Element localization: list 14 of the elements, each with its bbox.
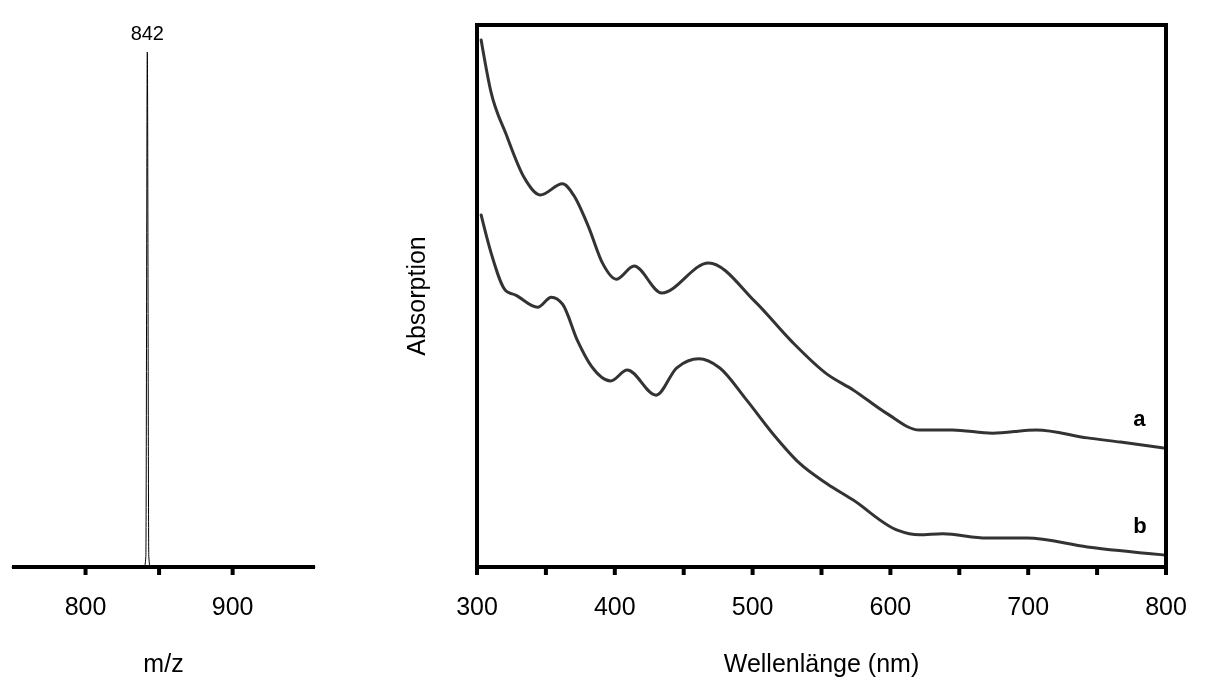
x-axis-title: m/z [143,649,184,677]
x-tick-label: 500 [731,592,774,620]
x-tick-label: 800 [64,592,107,620]
x-axis-title: Wellenlänge (nm) [723,649,920,677]
x-tick-label: 400 [593,592,636,620]
y-axis-title: Absorption [402,236,430,356]
series-label: a [1133,405,1147,431]
series-label: b [1133,512,1147,538]
x-tick-label: 700 [1007,592,1050,620]
x-tick-label: 300 [456,592,498,620]
annotation: 842 [130,22,165,44]
x-tick-label: 900 [211,592,254,620]
x-tick-label: 600 [869,592,912,620]
x-tick-label: 800 [1145,592,1187,620]
